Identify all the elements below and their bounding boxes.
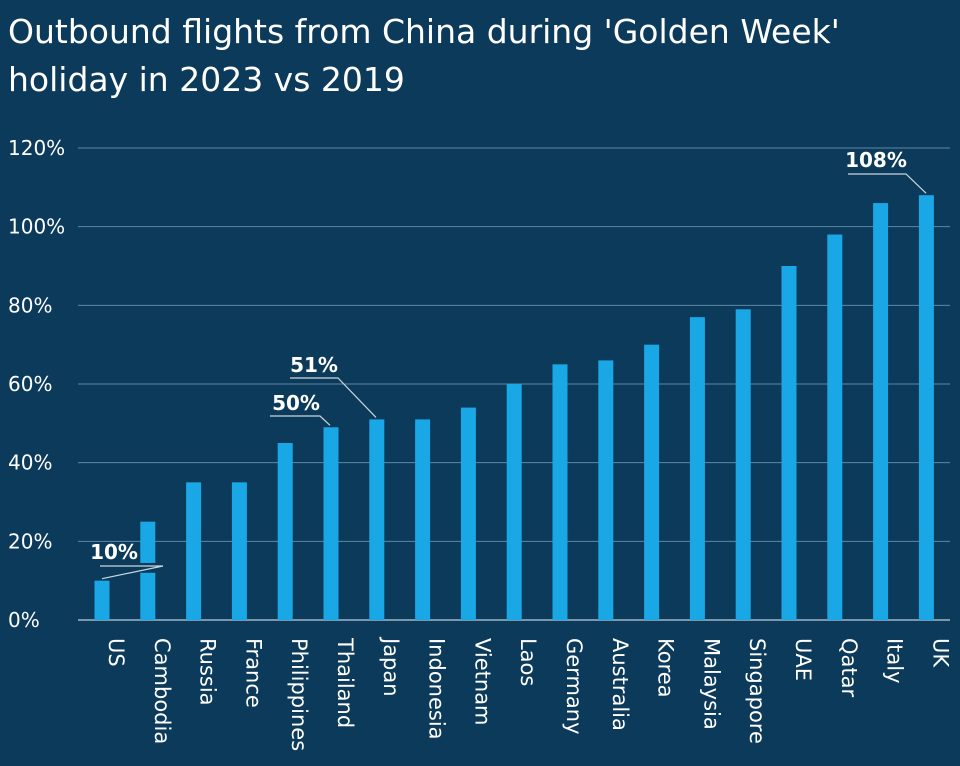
- bar-japan: [369, 419, 385, 620]
- bar-malaysia: [689, 317, 705, 620]
- bar-qatar: [827, 234, 843, 621]
- y-tick-label: 100%: [8, 215, 65, 239]
- category-label: Singapore: [745, 638, 769, 744]
- data-label-thailand: 50%: [272, 391, 320, 415]
- category-label: Philippines: [287, 638, 311, 751]
- y-tick-label: 60%: [8, 372, 52, 396]
- category-label: Vietnam: [470, 638, 494, 726]
- category-label: Laos: [516, 638, 540, 686]
- category-label: France: [241, 638, 265, 708]
- category-label: Australia: [608, 638, 632, 731]
- category-label: Korea: [654, 638, 678, 698]
- category-label: Germany: [562, 638, 586, 735]
- data-label-japan: 51%: [290, 353, 338, 377]
- bar-france: [231, 482, 247, 620]
- bar-germany: [552, 364, 568, 620]
- bar-singapore: [735, 309, 751, 620]
- category-label: Malaysia: [699, 638, 723, 730]
- bar-italy: [873, 203, 889, 621]
- category-label: UAE: [791, 638, 815, 681]
- bar-russia: [186, 482, 202, 620]
- category-label: US: [104, 638, 128, 667]
- category-label: UK: [928, 638, 952, 668]
- bar-gap: [139, 562, 157, 573]
- y-tick-label: 40%: [8, 451, 52, 475]
- leader-line-us: [100, 565, 164, 580]
- y-tick-label: 120%: [8, 136, 65, 160]
- bar-australia: [598, 360, 614, 620]
- data-label-us: 10%: [90, 540, 138, 564]
- bar-indonesia: [415, 419, 431, 620]
- category-label: Qatar: [837, 638, 861, 698]
- bar-vietnam: [460, 407, 476, 620]
- bar-thailand: [323, 427, 339, 620]
- category-label: Thailand: [333, 637, 357, 728]
- chart-title: Outbound flights from China during 'Gold…: [8, 8, 948, 104]
- bar-uk: [918, 195, 934, 620]
- bar-laos: [506, 384, 522, 620]
- y-tick-label: 80%: [8, 293, 52, 317]
- chart-title-line-1: Outbound flights from China during 'Gold…: [8, 12, 840, 51]
- category-label: Russia: [196, 638, 220, 706]
- leader-line-uk: [848, 173, 927, 194]
- category-label: Cambodia: [150, 638, 174, 744]
- data-label-uk: 108%: [845, 148, 907, 172]
- leader-line-japan: [290, 377, 377, 418]
- bar-us: [94, 580, 110, 620]
- chart-title-line-2: holiday in 2023 vs 2019: [8, 60, 405, 99]
- category-label: Italy: [883, 638, 907, 684]
- leader-line-thailand: [270, 415, 331, 426]
- bar-korea: [644, 344, 660, 620]
- y-tick-label: 20%: [8, 529, 52, 553]
- category-label: Indonesia: [425, 638, 449, 740]
- bar-uae: [781, 266, 797, 620]
- y-tick-label: 0%: [8, 608, 40, 632]
- category-label: Japan: [379, 636, 403, 697]
- bar-philippines: [277, 443, 293, 620]
